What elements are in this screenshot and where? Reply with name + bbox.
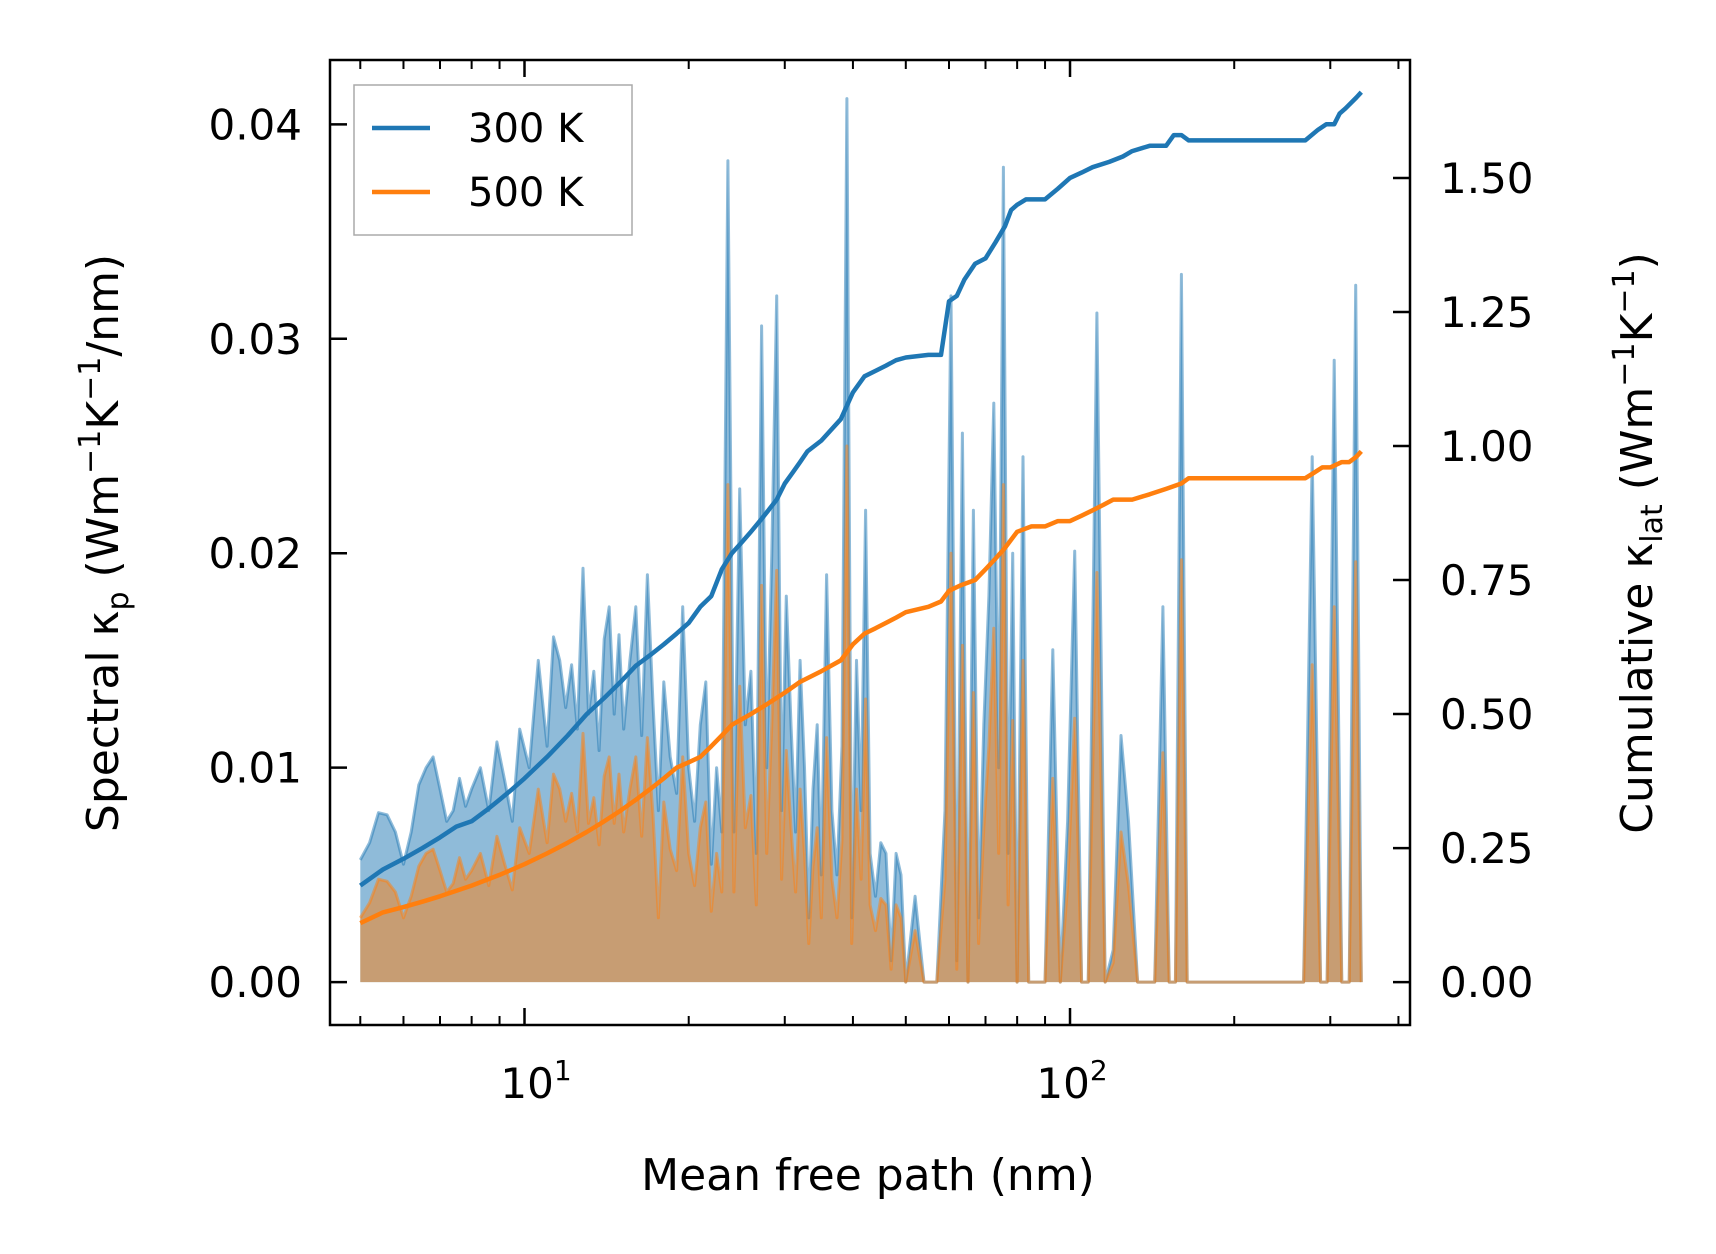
left-tick-label: 0.04 [208, 100, 302, 149]
left-axis-label: Spectral κp (Wm−1K−1/nm) [73, 254, 136, 832]
left-tick-label: 0.03 [208, 315, 302, 364]
axis-ticks [330, 60, 1410, 1025]
spectral-fill-areas [358, 97, 1363, 984]
right-tick-label: 1.00 [1440, 422, 1534, 471]
right-tick-label: 1.25 [1440, 288, 1534, 337]
cumulative-line-500k [359, 449, 1363, 926]
legend-box [353, 84, 633, 236]
data-lines [358, 90, 1363, 926]
x-tick-label-10: 101 [500, 1054, 571, 1108]
plot-frame [328, 58, 1412, 1027]
right-tick-label: 0.25 [1440, 824, 1534, 873]
right-tick-label: 0.00 [1440, 958, 1534, 1007]
spectral-line-300k [358, 97, 1363, 984]
left-tick-label: 0.00 [208, 958, 302, 1007]
cumulative-line-300k [358, 90, 1363, 888]
left-tick-label: 0.02 [208, 529, 302, 578]
x-tick-label-100: 102 [1036, 1054, 1107, 1108]
right-tick-label: 0.75 [1440, 556, 1534, 605]
legend: 300 K 500 K [353, 84, 633, 236]
x-axis-label: Mean free path (nm) [641, 1150, 1095, 1201]
left-tick-label: 0.01 [208, 744, 302, 793]
spectral-fill-500k [360, 446, 1362, 983]
left-tick-labels: 0.00 0.01 0.02 0.03 0.04 [208, 100, 302, 1007]
spectral-line-500k [359, 444, 1363, 984]
right-tick-label: 0.50 [1440, 690, 1534, 739]
legend-label-500k: 500 K [468, 170, 585, 216]
right-axis-label: Cumulative κlat (Wm−1K−1) [1607, 252, 1670, 834]
legend-label-300k: 300 K [468, 106, 585, 152]
right-tick-label: 1.50 [1440, 154, 1534, 203]
right-tick-labels: 0.00 0.25 0.50 0.75 1.00 1.25 1.50 [1440, 154, 1534, 1007]
